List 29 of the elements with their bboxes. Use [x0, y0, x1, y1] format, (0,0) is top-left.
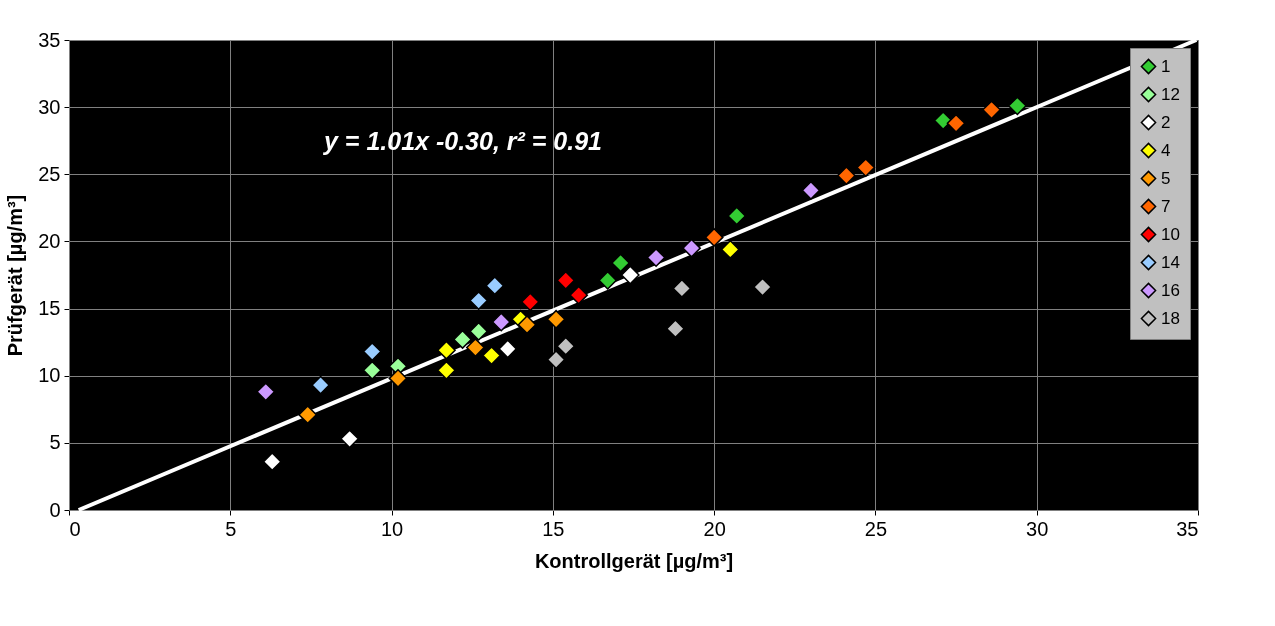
y-tick-label: 25: [38, 162, 61, 185]
legend-label: 4: [1161, 140, 1171, 160]
x-tick-label: 20: [703, 517, 726, 540]
y-tick-label: 35: [38, 28, 61, 51]
legend-label: 5: [1161, 168, 1171, 188]
y-tick-label: 0: [49, 498, 61, 521]
x-tick-label: 5: [225, 517, 237, 540]
legend-label: 18: [1161, 308, 1180, 328]
y-tick-label: 15: [38, 297, 61, 320]
y-tick-label: 5: [49, 431, 61, 454]
x-tick-label: 0: [69, 517, 81, 540]
y-tick-label: 20: [38, 229, 61, 252]
annotation: y = 1.01x -0.30, r² = 0.91: [322, 127, 602, 155]
x-axis-title: Kontrollgerät [µg/m³]: [534, 549, 734, 572]
x-tick-label: 15: [542, 517, 565, 540]
legend-label: 10: [1161, 224, 1180, 244]
legend-label: 12: [1161, 84, 1180, 104]
legend-label: 7: [1161, 196, 1171, 216]
y-tick-label: 30: [38, 95, 61, 118]
x-tick-label: 10: [380, 517, 404, 540]
x-tick-label: 30: [1026, 517, 1049, 540]
x-tick-label: 35: [1176, 517, 1199, 540]
y-axis-title: Prüfgerät [µg/m³]: [4, 194, 27, 357]
legend-label: 14: [1161, 252, 1180, 272]
legend-label: 1: [1161, 56, 1171, 76]
y-tick-label: 10: [38, 364, 61, 387]
legend-label: 16: [1161, 280, 1180, 300]
x-tick-label: 25: [864, 517, 888, 540]
legend-label: 2: [1161, 112, 1171, 132]
